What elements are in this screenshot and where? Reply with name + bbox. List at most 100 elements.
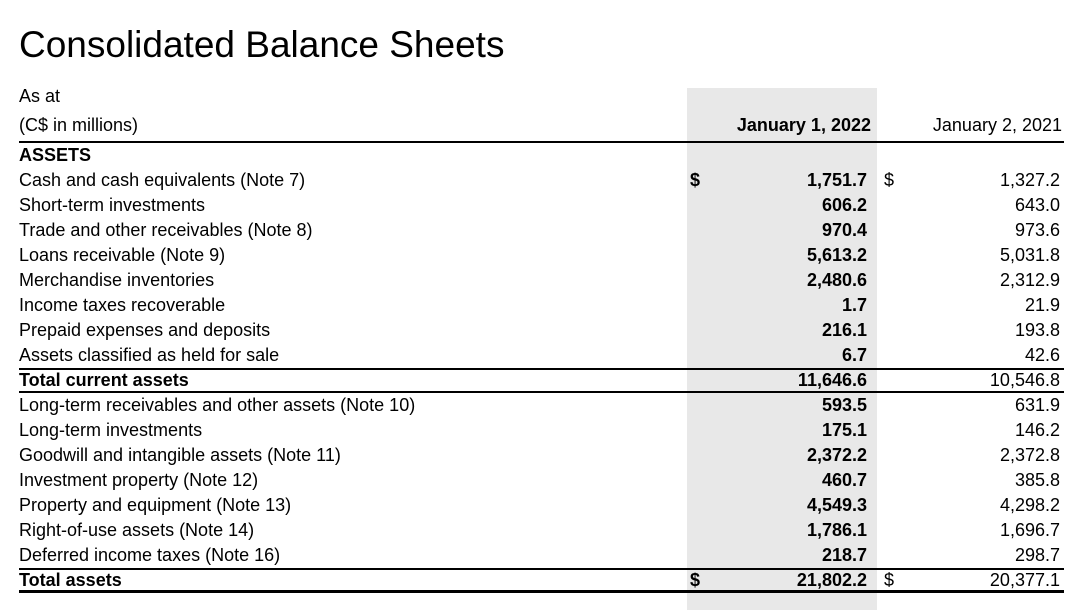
value-2021: 10,546.8 <box>989 370 1060 390</box>
value-2022: 460.7 <box>821 470 867 490</box>
cell-2022: 2,372.2 <box>687 445 877 466</box>
table-row: ASSETS <box>19 143 1064 168</box>
value-2021: 4,298.2 <box>999 495 1060 515</box>
value-2022: 2,480.6 <box>806 270 867 290</box>
row-label: Merchandise inventories <box>19 270 215 290</box>
cell-2022: 216.1 <box>687 320 877 341</box>
cell-2021: 2,372.8 <box>877 445 1064 466</box>
value-2021: 2,372.8 <box>999 445 1060 465</box>
cell-2022: 4,549.3 <box>687 495 877 516</box>
value-2021: 42.6 <box>1024 345 1060 365</box>
cell-2022: 460.7 <box>687 470 877 491</box>
cell-2021: 631.9 <box>877 395 1064 416</box>
cell-2021: 643.0 <box>877 195 1064 216</box>
value-2022: 1,751.7 <box>806 170 867 190</box>
column-header-2021: January 2, 2021 <box>932 115 1062 135</box>
row-label: Property and equipment (Note 13) <box>19 495 292 515</box>
table-row: Cash and cash equivalents (Note 7) $ 1,7… <box>19 168 1064 193</box>
column-header-2022: January 1, 2022 <box>736 115 871 135</box>
cell-2022: 970.4 <box>687 220 877 241</box>
table-row: Right-of-use assets (Note 14) 1,786.1 1,… <box>19 518 1064 543</box>
value-2021: 973.6 <box>1014 220 1060 240</box>
value-2022: 4,549.3 <box>806 495 867 515</box>
value-2022: 593.5 <box>821 395 867 415</box>
value-2021: 1,696.7 <box>999 520 1060 540</box>
cell-2022: 175.1 <box>687 420 877 441</box>
row-label: Prepaid expenses and deposits <box>19 320 271 340</box>
row-label: ASSETS <box>19 145 92 165</box>
currency-symbol-2022: $ <box>690 569 701 590</box>
table-row: Income taxes recoverable 1.7 21.9 <box>19 293 1064 318</box>
cell-2021: 1,696.7 <box>877 520 1064 541</box>
value-2021: 146.2 <box>1014 420 1060 440</box>
cell-2021: 385.8 <box>877 470 1064 491</box>
cell-2022: 1.7 <box>687 295 877 316</box>
cell-2022: 606.2 <box>687 195 877 216</box>
row-label: Assets classified as held for sale <box>19 345 280 365</box>
cell-2022: 218.7 <box>687 545 877 566</box>
cell-2022: 6.7 <box>687 345 877 366</box>
value-2021: 2,312.9 <box>999 270 1060 290</box>
cell-2022: 1,786.1 <box>687 520 877 541</box>
table-row: Long-term receivables and other assets (… <box>19 393 1064 418</box>
value-2021: 1,327.2 <box>999 170 1060 190</box>
table-row: Loans receivable (Note 9) 5,613.2 5,031.… <box>19 243 1064 268</box>
cell-2021: 10,546.8 <box>877 370 1064 391</box>
row-label: Investment property (Note 12) <box>19 470 259 490</box>
value-2022: 216.1 <box>821 320 867 340</box>
value-2022: 1,786.1 <box>806 520 867 540</box>
row-label: Goodwill and intangible assets (Note 11) <box>19 445 341 465</box>
cell-2022: 2,480.6 <box>687 270 877 291</box>
value-2021: 643.0 <box>1014 195 1060 215</box>
table-row: Assets classified as held for sale 6.7 4… <box>19 343 1064 368</box>
row-label: Income taxes recoverable <box>19 295 226 315</box>
cell-2021: 973.6 <box>877 220 1064 241</box>
as-at-label: As at <box>19 86 61 106</box>
table-row: Trade and other receivables (Note 8) 970… <box>19 218 1064 243</box>
table-row: Prepaid expenses and deposits 216.1 193.… <box>19 318 1064 343</box>
cell-2022: $ 21,802.2 <box>687 570 877 591</box>
table-row: Total assets $ 21,802.2 $ 20,377.1 <box>19 568 1064 593</box>
cell-2021: 2,312.9 <box>877 270 1064 291</box>
cell-2022: 11,646.6 <box>687 370 877 391</box>
value-2021: 298.7 <box>1014 545 1060 565</box>
value-2022: 5,613.2 <box>806 245 867 265</box>
value-2022: 606.2 <box>821 195 867 215</box>
highlight-band-2022-column <box>687 88 877 610</box>
table-row: Investment property (Note 12) 460.7 385.… <box>19 468 1064 493</box>
value-2021: 20,377.1 <box>989 569 1060 590</box>
cell-2021: 146.2 <box>877 420 1064 441</box>
value-2022: 970.4 <box>821 220 867 240</box>
table-row: Deferred income taxes (Note 16) 218.7 29… <box>19 543 1064 568</box>
value-2022: 2,372.2 <box>806 445 867 465</box>
table-row: Short-term investments 606.2 643.0 <box>19 193 1064 218</box>
row-label: Cash and cash equivalents (Note 7) <box>19 170 306 190</box>
table-header-row: (C$ in millions) January 1, 2022 January… <box>19 107 1064 143</box>
table-row: Long-term investments 175.1 146.2 <box>19 418 1064 443</box>
currency-symbol-2022: $ <box>690 170 701 190</box>
value-2022: 218.7 <box>821 545 867 565</box>
value-2022: 1.7 <box>841 295 867 315</box>
cell-2022: 5,613.2 <box>687 245 877 266</box>
value-2022: 175.1 <box>821 420 867 440</box>
row-label: Long-term investments <box>19 420 203 440</box>
currency-symbol-2021: $ <box>884 569 895 590</box>
table-row: Merchandise inventories 2,480.6 2,312.9 <box>19 268 1064 293</box>
value-2021: 21.9 <box>1024 295 1060 315</box>
row-label: Trade and other receivables (Note 8) <box>19 220 313 240</box>
value-2022: 6.7 <box>841 345 867 365</box>
value-2022: 11,646.6 <box>797 370 867 390</box>
cell-2021: 42.6 <box>877 345 1064 366</box>
row-label: Deferred income taxes (Note 16) <box>19 545 281 565</box>
cell-2021: 21.9 <box>877 295 1064 316</box>
value-2021: 193.8 <box>1014 320 1060 340</box>
cell-2021: $ 1,327.2 <box>877 170 1064 191</box>
table-row: Property and equipment (Note 13) 4,549.3… <box>19 493 1064 518</box>
row-label: Right-of-use assets (Note 14) <box>19 520 255 540</box>
units-label: (C$ in millions) <box>19 115 139 135</box>
value-2021: 631.9 <box>1014 395 1060 415</box>
row-label: Loans receivable (Note 9) <box>19 245 226 265</box>
cell-2021: 5,031.8 <box>877 245 1064 266</box>
value-2022: 21,802.2 <box>796 569 867 590</box>
